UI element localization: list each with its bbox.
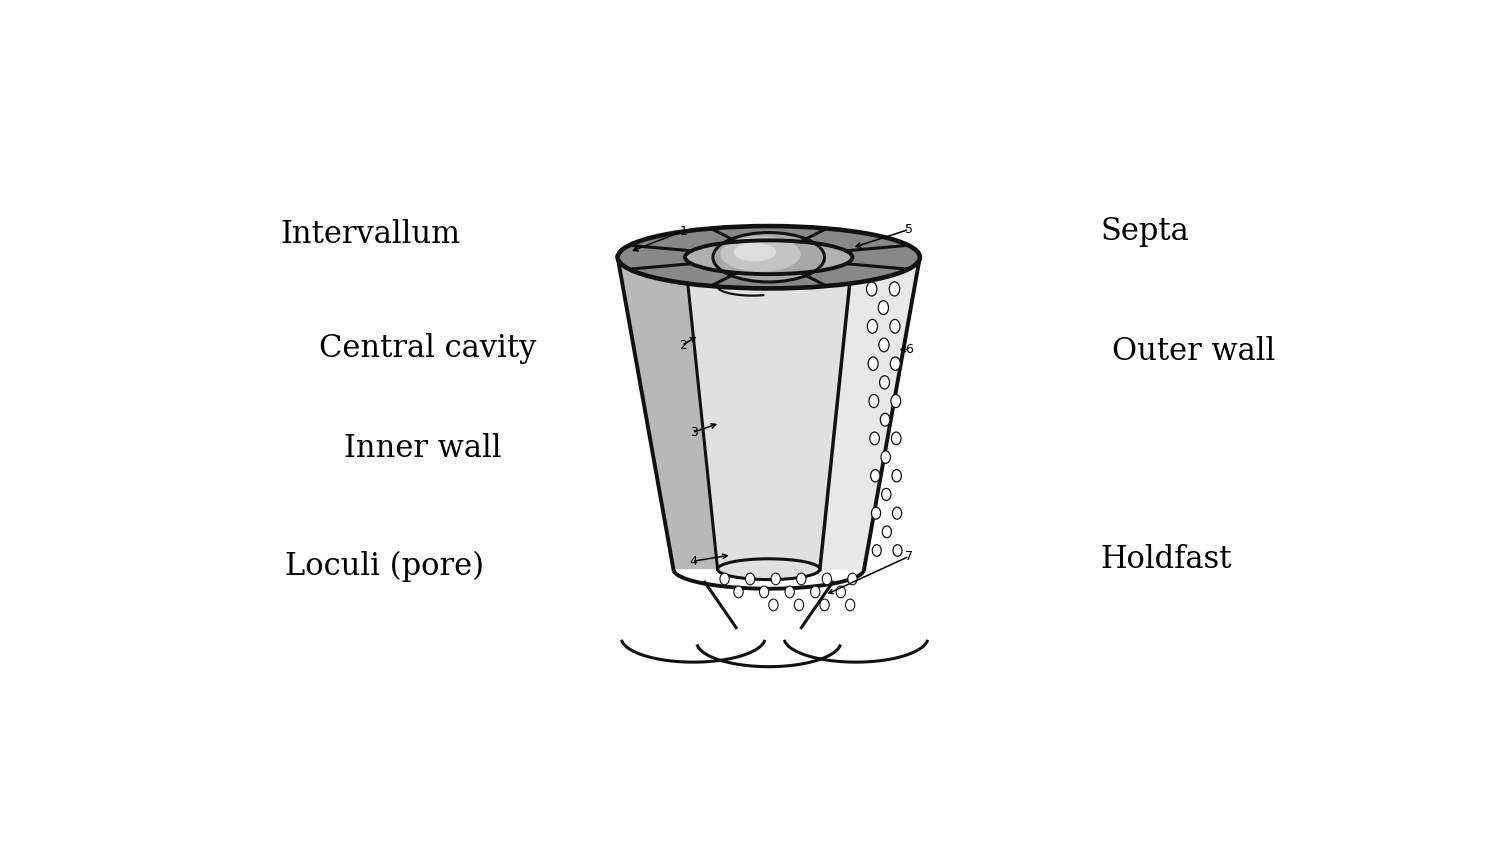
Text: Loculi (pore): Loculi (pore) [285, 550, 484, 582]
Ellipse shape [879, 338, 890, 352]
Ellipse shape [892, 507, 902, 519]
Ellipse shape [892, 469, 902, 482]
Ellipse shape [891, 394, 900, 408]
Ellipse shape [717, 559, 821, 580]
Ellipse shape [873, 544, 882, 556]
Ellipse shape [868, 357, 877, 371]
Ellipse shape [810, 586, 820, 598]
Text: 6: 6 [904, 343, 914, 356]
Ellipse shape [720, 573, 729, 585]
Ellipse shape [784, 586, 795, 598]
Ellipse shape [891, 357, 900, 371]
Ellipse shape [891, 432, 902, 445]
Ellipse shape [880, 414, 890, 426]
Ellipse shape [846, 599, 855, 611]
Ellipse shape [836, 586, 846, 598]
Ellipse shape [759, 586, 768, 598]
Text: Inner wall: Inner wall [344, 434, 501, 464]
Ellipse shape [867, 282, 877, 296]
Ellipse shape [878, 300, 888, 315]
Ellipse shape [880, 451, 891, 463]
Ellipse shape [795, 599, 804, 611]
Ellipse shape [712, 233, 825, 282]
Text: 4: 4 [690, 555, 698, 568]
Ellipse shape [879, 376, 890, 389]
Ellipse shape [771, 573, 780, 585]
Ellipse shape [882, 489, 891, 500]
Ellipse shape [867, 319, 877, 333]
Ellipse shape [821, 599, 830, 611]
Text: Septa: Septa [1100, 216, 1190, 246]
Text: Holdfast: Holdfast [1100, 544, 1232, 575]
Ellipse shape [871, 507, 880, 519]
Ellipse shape [882, 526, 891, 538]
Ellipse shape [618, 226, 920, 289]
Ellipse shape [890, 282, 900, 296]
Ellipse shape [892, 544, 902, 556]
Text: Central cavity: Central cavity [320, 333, 537, 364]
Ellipse shape [686, 241, 852, 274]
Ellipse shape [720, 236, 801, 272]
Ellipse shape [768, 599, 778, 611]
Text: Intervallum: Intervallum [280, 219, 460, 250]
Ellipse shape [796, 573, 806, 585]
Ellipse shape [822, 573, 831, 585]
Text: 5: 5 [904, 223, 914, 235]
Ellipse shape [870, 469, 880, 482]
Ellipse shape [868, 394, 879, 408]
Text: 7: 7 [904, 549, 914, 563]
Ellipse shape [734, 243, 776, 262]
Polygon shape [686, 257, 852, 569]
Text: 3: 3 [690, 426, 698, 439]
Ellipse shape [847, 573, 856, 585]
Text: 1: 1 [680, 225, 687, 238]
Ellipse shape [890, 319, 900, 333]
Ellipse shape [870, 432, 879, 445]
Ellipse shape [734, 586, 742, 598]
Polygon shape [821, 257, 920, 569]
Text: Outer wall: Outer wall [1112, 336, 1275, 367]
Text: 2: 2 [680, 339, 687, 352]
Ellipse shape [746, 573, 754, 585]
Polygon shape [618, 257, 920, 569]
